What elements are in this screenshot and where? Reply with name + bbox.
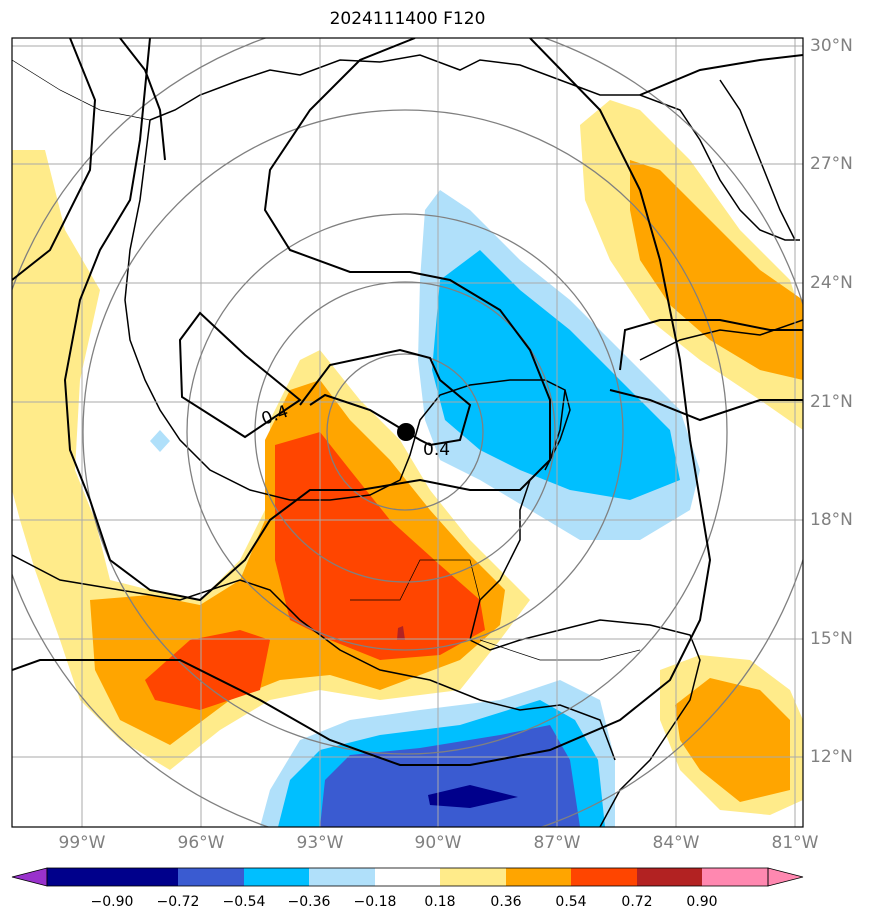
- colorbar-tick-label: −0.90: [90, 894, 134, 910]
- contour-line-04-a: [299, 348, 472, 447]
- shade-orange-se: [675, 678, 790, 802]
- contour-line-outer-ring: [12, 38, 712, 766]
- guatemala-border: [350, 559, 481, 601]
- lon-label-99w: 99°W: [58, 833, 106, 853]
- colorbar-bin-1: [47, 868, 112, 886]
- colorbar-frame: [46, 867, 769, 887]
- shade-orange-east: [630, 160, 803, 380]
- shade-navy-south: [428, 785, 518, 808]
- contour-lines: [12, 38, 803, 766]
- lon-label-84w: 84°W: [652, 833, 700, 853]
- graticule: [12, 38, 803, 827]
- lat-label-18n: 18°N: [810, 510, 853, 530]
- contour-line-northeast: [639, 54, 803, 96]
- contour-line-inner: [178, 311, 302, 439]
- lat-label-24n: 24°N: [810, 273, 853, 293]
- colorbar-bin-3: [178, 868, 244, 886]
- lon-label-81w: 81°W: [771, 833, 819, 853]
- central-america-coast: [469, 559, 701, 827]
- lat-label-27n: 27°N: [810, 154, 853, 174]
- center-marker: [397, 423, 415, 441]
- colorbar-bin-5: [309, 868, 375, 886]
- colorbar-bin-6: [375, 868, 440, 886]
- florida-west-coast: [719, 79, 796, 241]
- range-rings: [12, 38, 803, 827]
- map-frame: [11, 37, 804, 828]
- colorbar-tick-label: −0.54: [222, 894, 266, 910]
- colorbar-tick-label: 0.18: [424, 894, 456, 910]
- colorbar-arrow-high: [767, 867, 804, 887]
- borders-layer: [12, 59, 641, 661]
- range-ring-4: [82, 109, 728, 755]
- colorbar-arrow-low: [11, 867, 48, 887]
- colorbar-bin-4: [244, 868, 309, 886]
- contour-line-se: [609, 389, 803, 422]
- map-plot-area: 0.4 0.4: [12, 38, 803, 827]
- lon-label-93w: 93°W: [296, 833, 344, 853]
- yucatan-east-coast: [544, 389, 571, 471]
- range-ring-1: [326, 353, 484, 511]
- contour-line-outer-west: [12, 38, 97, 281]
- contour-label-04-east: 0.4: [423, 440, 450, 460]
- lat-label-15n: 15°N: [810, 629, 853, 649]
- colorbar-tick-label: 0.72: [621, 894, 653, 910]
- map-title: 2024111400 F120: [329, 9, 486, 29]
- lat-label-30n: 30°N: [810, 36, 853, 56]
- shade-dark-red-spot: [397, 626, 405, 640]
- range-ring-3: [186, 213, 624, 651]
- colorbar-bin-7: [440, 868, 506, 886]
- colorbar-tick-label: −0.18: [353, 894, 397, 910]
- gulf-coast-north: [149, 54, 800, 241]
- lat-label-21n: 21°N: [810, 392, 853, 412]
- colorbar-tick-label: 0.36: [490, 894, 522, 910]
- contour-line-big-loop: [63, 38, 551, 602]
- colorbar-bin-9: [571, 868, 637, 886]
- shade-royal-blue-south: [320, 725, 580, 827]
- contour-line-east: [619, 319, 803, 371]
- mexico-us-border: [12, 59, 151, 121]
- colorbar-tick-label: 0.54: [555, 894, 587, 910]
- colorbar-bin-2: [112, 868, 178, 886]
- colorbar-tick-label: −0.36: [287, 894, 331, 910]
- colorbar-bin-10: [637, 868, 702, 886]
- lon-label-96w: 96°W: [177, 833, 225, 853]
- colorbar: [11, 867, 804, 887]
- colorbar-bin-11: [702, 868, 768, 886]
- shaded-anomaly-layer: [12, 100, 803, 827]
- range-ring-2: [254, 281, 556, 583]
- colorbar-tick-label: −0.72: [156, 894, 200, 910]
- colorbar-bin-8: [506, 868, 571, 886]
- shade-blue-small-spot: [150, 430, 170, 452]
- colorbar-tick-label: 0.90: [686, 894, 718, 910]
- pacific-coast: [12, 554, 616, 761]
- contour-line-north: [119, 38, 166, 161]
- lon-label-90w: 90°W: [414, 833, 462, 853]
- honduras-border: [479, 639, 641, 661]
- shade-blue-gulf: [432, 250, 680, 500]
- lat-label-12n: 12°N: [810, 747, 853, 767]
- lon-label-87w: 87°W: [533, 833, 581, 853]
